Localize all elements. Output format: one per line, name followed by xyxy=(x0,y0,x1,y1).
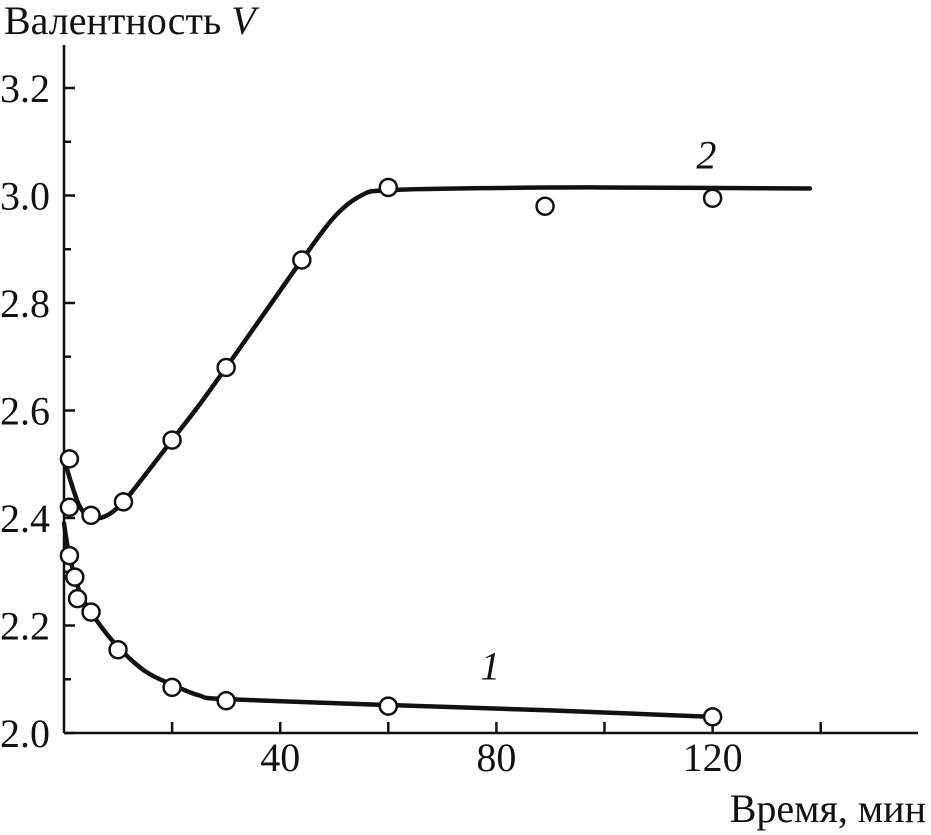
series-2-point xyxy=(162,430,182,450)
y-tick-label: 2.6 xyxy=(0,389,50,434)
y-ticks: 2.0 2.2 2.4 2.6 2.8 3.0 3.2 xyxy=(0,66,75,756)
series-1-point xyxy=(702,707,723,727)
series-2-point xyxy=(59,449,80,469)
series-1-line xyxy=(61,521,715,720)
axes: 2.0 2.2 2.4 2.6 2.8 3.0 3.2 40 80 120 xyxy=(0,45,918,780)
series-2-point xyxy=(292,250,312,270)
series-1-point xyxy=(67,588,88,609)
y-tick-label: 2.0 xyxy=(0,711,50,756)
series-1: 1 xyxy=(59,521,723,727)
series-1-point xyxy=(378,696,399,716)
series-1-label: 1 xyxy=(480,643,500,688)
x-tick-label: 120 xyxy=(683,735,743,780)
series-1-point xyxy=(81,602,101,622)
series-1-point xyxy=(108,639,128,660)
series-2-point xyxy=(81,505,101,526)
y-tick-label: 2.8 xyxy=(0,281,50,326)
series-1-point xyxy=(59,545,80,566)
series-1-point xyxy=(216,691,236,711)
series-2-label: 2 xyxy=(696,133,716,178)
y-tick-label: 2.4 xyxy=(0,496,50,541)
series-1-point xyxy=(162,677,182,698)
y-tick-label: 3.0 xyxy=(0,174,50,219)
series-2-point xyxy=(535,196,555,216)
series-2-point xyxy=(216,357,236,378)
series-2-point xyxy=(702,188,723,208)
y-tick-label: 3.2 xyxy=(0,66,50,111)
y-axis-title-text: Валентность xyxy=(4,0,221,43)
series-1-point xyxy=(65,567,85,587)
x-tick-label: 80 xyxy=(476,735,516,780)
series-layer: 12 xyxy=(59,133,813,727)
y-axis-title: Валентность V xyxy=(4,0,260,43)
x-tick-label: 40 xyxy=(260,735,300,780)
series-2-point xyxy=(378,177,399,198)
series-2: 2 xyxy=(59,133,813,526)
series-2-point xyxy=(113,492,134,512)
x-ticks: 40 80 120 xyxy=(170,722,822,780)
y-axis-title-symbol: V xyxy=(231,0,260,43)
x-axis-title: Время, мин xyxy=(730,786,926,831)
series-2-line xyxy=(61,185,813,521)
y-tick-label: 2.2 xyxy=(0,604,50,649)
series-2-point xyxy=(59,497,80,517)
